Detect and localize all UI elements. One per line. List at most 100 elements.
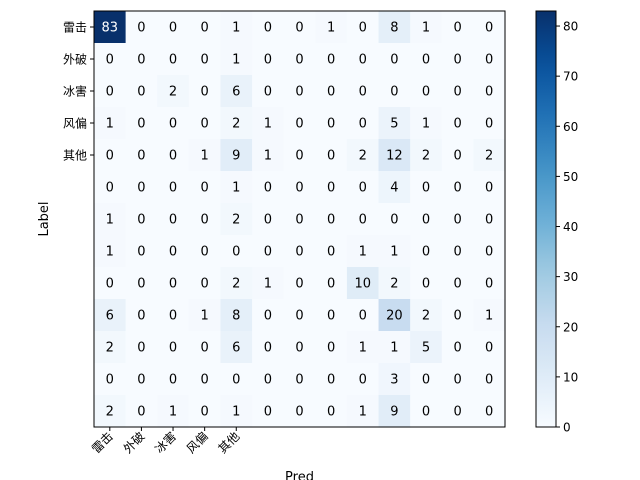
heatmap-cell	[378, 75, 411, 108]
cell-value-label: 1	[264, 117, 272, 132]
heatmap-cell	[94, 331, 127, 364]
cell-value-label: 1	[485, 309, 493, 324]
cell-value-label: 0	[295, 21, 303, 36]
cell-value-label: 2	[390, 277, 398, 292]
cell-value-label: 0	[390, 53, 398, 68]
heatmap-cell	[473, 171, 506, 204]
cell-value-label: 0	[485, 405, 493, 420]
colorbar-tick-label: 60	[563, 120, 578, 134]
heatmap-cell	[125, 235, 158, 268]
cell-value-label: 0	[264, 309, 272, 324]
cell-value-label: 0	[169, 181, 177, 196]
cell-value-label: 10	[354, 277, 371, 292]
heatmap-cell	[252, 43, 285, 76]
cell-value-label: 0	[359, 85, 367, 100]
cell-value-label: 12	[386, 149, 403, 164]
heatmap-cell	[94, 43, 127, 76]
colorbar-tick-label: 10	[563, 370, 578, 384]
cell-value-label: 1	[106, 117, 114, 132]
heatmap-cell	[283, 11, 316, 44]
cell-value-label: 0	[106, 373, 114, 388]
heatmap-cell	[125, 363, 158, 396]
cell-value-label: 6	[232, 85, 240, 100]
heatmap-cell	[220, 235, 253, 268]
heatmap-cell	[283, 107, 316, 140]
cell-value-label: 0	[137, 277, 145, 292]
cell-value-label: 0	[295, 117, 303, 132]
cell-value-label: 0	[485, 181, 493, 196]
heatmap-cell	[441, 299, 474, 332]
heatmap-cell	[94, 75, 127, 108]
heatmap-cell	[346, 299, 380, 332]
heatmap-cell	[220, 363, 253, 396]
heatmap-cell	[188, 299, 222, 332]
cell-value-label: 1	[169, 405, 177, 420]
heatmap-cell	[188, 363, 222, 396]
cell-value-label: 0	[137, 117, 145, 132]
heatmap-cell	[188, 267, 222, 300]
heatmap-cell	[346, 107, 380, 140]
colorbar-ticks: 0 10 20 30 40 50 60 70 80	[556, 20, 578, 435]
cell-value-label: 0	[359, 181, 367, 196]
cell-value-label: 0	[295, 149, 303, 164]
heatmap-cell	[410, 395, 443, 428]
heatmap-cell	[473, 107, 506, 140]
cell-value-label: 0	[327, 245, 335, 260]
cell-value-label: 2	[169, 85, 177, 100]
heatmap-cell	[283, 139, 316, 172]
cell-value-label: 0	[169, 21, 177, 36]
heatmap-cell	[188, 171, 222, 204]
heatmap-cell	[315, 299, 348, 332]
heatmap-cell	[473, 75, 506, 108]
cell-value-label: 0	[327, 405, 335, 420]
cell-value-label: 0	[453, 309, 461, 324]
cell-value-label: 0	[169, 245, 177, 260]
heatmap-cell	[125, 331, 158, 364]
heatmap-cell	[125, 171, 158, 204]
cell-value-label: 0	[232, 373, 240, 388]
heatmap-cell	[441, 43, 474, 76]
cell-value-label: 0	[201, 181, 209, 196]
heatmap-cell	[283, 203, 316, 236]
heatmap-cell	[125, 43, 158, 76]
cell-value-label: 0	[327, 341, 335, 356]
heatmap-cell	[252, 171, 285, 204]
heatmap-cell	[315, 139, 348, 172]
heatmap-cell	[315, 235, 348, 268]
cell-value-label: 8	[232, 309, 240, 324]
cell-value-label: 1	[264, 277, 272, 292]
cell-value-label: 0	[295, 373, 303, 388]
heatmap-cell	[157, 107, 190, 140]
heatmap-cell	[125, 75, 158, 108]
cell-value-label: 1	[232, 181, 240, 196]
cell-value-label: 1	[201, 149, 209, 164]
heatmap-cell	[157, 395, 190, 428]
heatmap-cell	[94, 171, 127, 204]
heatmap-cell	[94, 363, 127, 396]
heatmap-cell	[94, 267, 127, 300]
heatmap-cell	[346, 43, 380, 76]
cell-value-label: 0	[485, 245, 493, 260]
heatmap-cell	[94, 235, 127, 268]
heatmap-cell	[283, 75, 316, 108]
cell-value-label: 0	[485, 117, 493, 132]
cell-value-label: 0	[359, 21, 367, 36]
cell-value-label: 0	[232, 245, 240, 260]
cell-value-label: 2	[106, 405, 114, 420]
cell-value-label: 0	[201, 117, 209, 132]
cell-value-label: 8	[390, 21, 398, 36]
heatmap-cell	[220, 139, 253, 172]
cell-value-label: 0	[485, 213, 493, 228]
heatmap-cell	[346, 363, 380, 396]
cell-value-label: 0	[359, 373, 367, 388]
heatmap-cell	[188, 395, 222, 428]
heatmap-cell	[378, 43, 411, 76]
heatmap-cell	[252, 203, 285, 236]
heatmap-cell	[441, 363, 474, 396]
cell-value-label: 0	[137, 149, 145, 164]
cell-value-label: 1	[390, 341, 398, 356]
heatmap-cell	[283, 331, 316, 364]
cell-value-label: 5	[422, 341, 430, 356]
heatmap-cell	[410, 203, 443, 236]
